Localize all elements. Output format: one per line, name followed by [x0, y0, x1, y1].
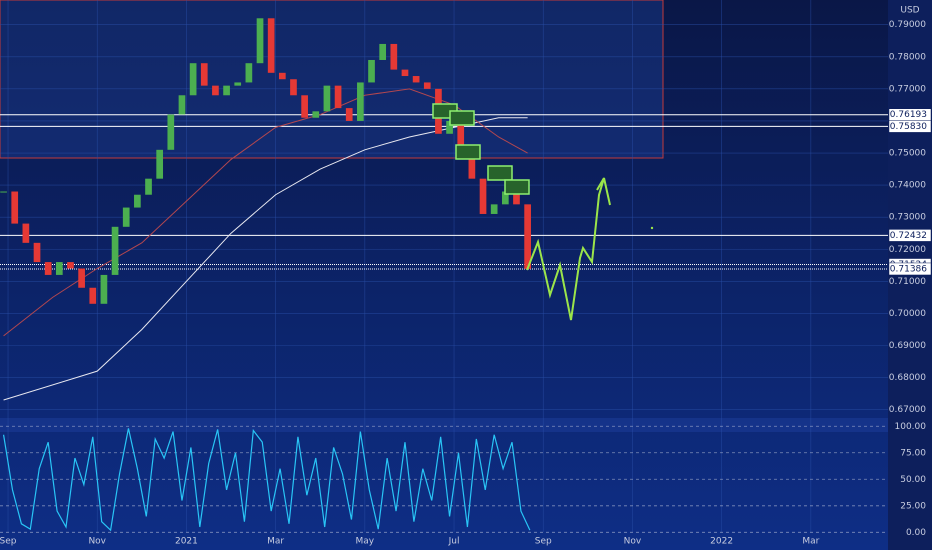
- y-tick-label: 0.79000: [889, 20, 926, 30]
- x-tick-label: Nov: [88, 537, 106, 547]
- candle-body: [189, 63, 197, 96]
- candle-body: [167, 114, 175, 150]
- candle-body: [401, 69, 409, 77]
- level-label: 0.75830: [890, 122, 927, 132]
- y-tick-label: 50.00: [900, 475, 926, 485]
- candle-body: [156, 149, 164, 179]
- candle-body: [245, 63, 253, 83]
- y-tick-label: 25.00: [900, 501, 926, 511]
- candle-body: [312, 111, 320, 118]
- candle-body: [278, 72, 286, 80]
- level-label-box: [888, 229, 932, 242]
- zone: [0, 0, 664, 159]
- oscillator-line: [2, 428, 531, 532]
- candle-body: [212, 85, 219, 96]
- candle-body: [479, 178, 487, 214]
- candle-body: [256, 18, 264, 64]
- y-tick-label: 0.73000: [889, 213, 926, 223]
- y-tick-label: 0.72000: [889, 245, 926, 255]
- candle-body: [390, 43, 398, 70]
- panel-separator: [0, 418, 888, 432]
- candle-body: [334, 85, 342, 109]
- candle-body: [67, 262, 74, 269]
- y-tick-label: 0.78000: [889, 52, 926, 62]
- candle-body: [234, 82, 242, 86]
- candle-body: [178, 95, 186, 115]
- candle-body: [11, 191, 19, 224]
- candle-body: [100, 274, 108, 304]
- x-tick-label: Sep: [535, 537, 552, 547]
- axes: 0.67000 0.68000 0.69000 0.70000 0.71000 0.720…: [0, 20, 932, 547]
- axis-unit: USD: [900, 6, 919, 16]
- candle-body: [290, 79, 297, 96]
- candle-body: [22, 223, 30, 243]
- candle-body: [55, 262, 63, 275]
- candle-body: [89, 287, 97, 304]
- candle-body: [44, 262, 52, 275]
- marker-dot: [650, 226, 654, 230]
- candle-body: [145, 178, 152, 195]
- candle-body: [513, 191, 520, 205]
- x-tick-label: Jul: [448, 537, 460, 547]
- y-tick-label: 0.75000: [889, 149, 926, 159]
- x-tick-label: Nov: [624, 537, 642, 547]
- level-label: 0.71386: [890, 264, 927, 274]
- candle-body: [423, 82, 431, 89]
- candle-body: [345, 108, 353, 121]
- y-tick-label: 0.68000: [889, 373, 926, 383]
- candle-body: [200, 63, 208, 86]
- candle-body: [368, 59, 375, 83]
- money-icons: [432, 103, 530, 195]
- candle-body: [323, 85, 331, 112]
- candle-body: [379, 43, 387, 60]
- candle-body: [33, 242, 41, 263]
- level-label-box: [888, 120, 932, 133]
- y-tick-label: 0.70000: [889, 309, 926, 319]
- candle-body: [78, 268, 85, 288]
- candle-body: [0, 191, 7, 193]
- candle-body: [501, 191, 509, 205]
- level-label-box: [888, 262, 932, 276]
- candle-body: [468, 146, 476, 179]
- y-tick-label: 0.00: [906, 528, 926, 538]
- level-label: 0.72432: [890, 231, 927, 241]
- candle-body: [457, 120, 465, 147]
- y-tick-label: 100.00: [895, 422, 927, 432]
- x-tick-label: May: [356, 537, 375, 547]
- level-label: 0.76193: [890, 110, 927, 120]
- y-tick-label: 0.71000: [889, 277, 926, 287]
- x-tick-label: 2022: [710, 537, 733, 547]
- candle-body: [223, 85, 230, 96]
- grid: [0, 0, 888, 533]
- candle-body: [412, 76, 420, 83]
- x-tick-label: Sep: [0, 537, 17, 547]
- candle-body: [490, 204, 498, 214]
- candle-body: [122, 207, 130, 227]
- y-tick-label: 0.74000: [889, 181, 926, 191]
- candle-body: [111, 226, 119, 275]
- y-tick-label: 0.69000: [889, 341, 926, 351]
- candle-body: [357, 82, 364, 121]
- candle-body: [524, 204, 531, 269]
- x-tick-label: Mar: [267, 537, 284, 547]
- y-tick-label: 75.00: [900, 448, 926, 458]
- candle-body: [134, 194, 141, 208]
- y-tick-label: 0.77000: [889, 84, 926, 94]
- y-tick-label: 0.67000: [889, 405, 926, 415]
- x-tick-label: Mar: [802, 537, 819, 547]
- candle-body: [301, 95, 308, 118]
- x-tick-label: 2021: [175, 537, 198, 547]
- forecast-arrow: [526, 177, 611, 321]
- candle-body: [267, 18, 275, 73]
- candle-body: [446, 120, 453, 134]
